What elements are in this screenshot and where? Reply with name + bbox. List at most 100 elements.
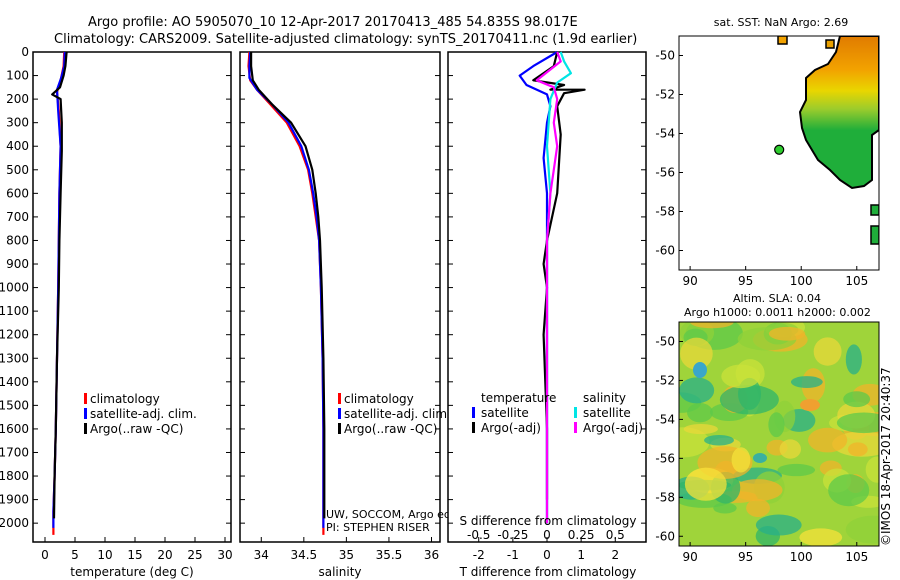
legend-label-argo: Argo(..raw -QC) (90, 422, 183, 436)
legend-label-argo: Argo(..raw -QC) (344, 422, 437, 436)
salinity-panel: 34 34.5 35 35.5 36 climatology satellite-adj… (239, 51, 496, 579)
sst-map-panel: sat. SST: NaN Argo: 2.69 90 95 100 105 -50 -5… (655, 16, 880, 289)
series-line-argo-raw-qc- (250, 52, 326, 519)
x-tick-label: 0 (41, 548, 49, 562)
y-tick-label: -50 (655, 49, 675, 63)
sla-blob (836, 412, 879, 434)
y-tick-label: 400 (6, 139, 29, 153)
x-tick-label: 0 (543, 548, 551, 562)
credit-line2: PI: STEPHEN RISER (326, 521, 430, 534)
sla-blob (865, 456, 879, 483)
y-tick-label: 800 (6, 233, 29, 247)
salinity-axes-frame (239, 51, 441, 543)
y-tick-label: 1200 (0, 328, 29, 342)
difference-xlabel2: S difference from climatology (460, 514, 637, 528)
sla-field (679, 322, 879, 546)
sla-blob (693, 362, 707, 378)
difference-ticks: -2 -1 0 1 2 -0.5 -0.25 0 0.25 0.5 (448, 51, 646, 562)
x-tick-label: 90 (682, 274, 697, 288)
sla-blob (679, 377, 715, 404)
x-tick-label: 35.5 (376, 548, 403, 562)
legend-swatch-satellite (84, 408, 87, 419)
y-tick-label: 600 (6, 186, 29, 200)
y-tick-label: 300 (6, 116, 29, 130)
sla-title-line2: Argo h1000: 0.0011 h2000: 0.002 (684, 306, 871, 319)
x-tick-label: 5 (71, 548, 79, 562)
x2-tick-label: 0.5 (606, 528, 625, 542)
argo-position-marker (774, 144, 785, 155)
legend-label-climatology: climatology (90, 392, 160, 406)
x-tick-label: 10 (97, 548, 112, 562)
legend-label-t-argo: Argo(-adj) (481, 421, 541, 435)
sla-blob (753, 453, 767, 463)
sla-blob (732, 479, 783, 502)
x-tick-label: 20 (157, 548, 172, 562)
sla-blob (808, 427, 848, 453)
sst-patch (777, 36, 788, 45)
sla-title-line1: Altim. SLA: 0.04 (733, 292, 821, 305)
sla-map-panel: Altim. SLA: 0.04 Argo h1000: 0.0011 h200… (655, 292, 880, 564)
y-tick-label: 1800 (0, 469, 29, 483)
sla-blob (731, 447, 751, 473)
x-tick-label: 35 (339, 548, 354, 562)
difference-xlabel: T difference from climatology (459, 565, 637, 579)
x-tick-label: 90 (682, 550, 697, 564)
x-tick-label: 34.5 (290, 548, 317, 562)
y-tick-label: -56 (655, 451, 675, 465)
sst-title: sat. SST: NaN Argo: 2.69 (714, 16, 848, 29)
y-tick-label: 1900 (0, 493, 29, 507)
sla-blob (845, 515, 879, 544)
y-tick-label: -52 (655, 88, 675, 102)
legend-swatch-satellite (338, 408, 341, 419)
temperature-axes-frame (32, 51, 232, 543)
y-tick-label: 700 (6, 210, 29, 224)
sla-blob (713, 502, 737, 514)
legend-swatch-s-satellite (574, 407, 577, 418)
sst-data-region (798, 36, 879, 190)
legend-swatch-climatology (84, 393, 87, 404)
legend-label-climatology: climatology (344, 392, 414, 406)
y-tick-label: -54 (655, 412, 675, 426)
legend-head-temperature: temperature (481, 391, 556, 405)
sst-ticks: 90 95 100 105 -50 -52 -54 -56 -58 -60 (655, 49, 868, 289)
sla-blob (813, 337, 842, 366)
imos-timestamp: ©IMOS 18-Apr-2017 20:40:37 (879, 367, 893, 546)
temperature-legend: climatology satellite-adj. clim. Argo(..… (84, 392, 197, 436)
salinity-series-lines (247, 51, 326, 535)
y-tick-label: 0 (21, 45, 29, 59)
x-tick-label: -2 (473, 548, 485, 562)
x-tick-label: 1 (577, 548, 585, 562)
sla-blob (704, 434, 734, 446)
sst-patch (870, 225, 879, 245)
sla-blob (719, 384, 779, 415)
temperature-series-lines (51, 51, 68, 535)
x2-tick-label: -0.5 (467, 528, 490, 542)
y-tick-label: -52 (655, 373, 675, 387)
sla-blob (790, 376, 823, 388)
sst-patch (870, 204, 879, 216)
legend-label-t-satellite: satellite (481, 406, 529, 420)
legend-label-satellite: satellite-adj. clim. (344, 407, 451, 421)
y-tick-label: -58 (655, 490, 675, 504)
sla-blob (828, 474, 870, 507)
y-tick-label: 1400 (0, 375, 29, 389)
sla-blob (690, 322, 734, 329)
difference-panel: -2 -1 0 1 2 -0.5 -0.25 0 0.25 0.5 temperature sal… (447, 51, 647, 579)
sla-blobs (679, 322, 879, 546)
temperature-xlabel: temperature (deg C) (70, 565, 193, 579)
y-tick-label: 100 (6, 69, 29, 83)
sla-blob (843, 391, 871, 408)
y-tick-label: -54 (655, 127, 675, 141)
series-line-salinity-argo-adj- (535, 51, 562, 524)
legend-swatch-t-argo (472, 422, 475, 433)
temperature-ticks: 0 5 10 15 20 25 300100200300400500600700800900… (0, 45, 233, 562)
temperature-panel: 0 5 10 15 20 25 300100200300400500600700800900… (0, 45, 233, 579)
x-tick-label: 25 (187, 548, 202, 562)
sla-blob (679, 427, 710, 458)
y-tick-label: 1700 (0, 445, 29, 459)
x-tick-label: 15 (127, 548, 142, 562)
salinity-legend: climatology satellite-adj. clim. Argo(..… (338, 392, 451, 436)
sla-blob (799, 528, 843, 546)
sst-field (777, 36, 879, 245)
